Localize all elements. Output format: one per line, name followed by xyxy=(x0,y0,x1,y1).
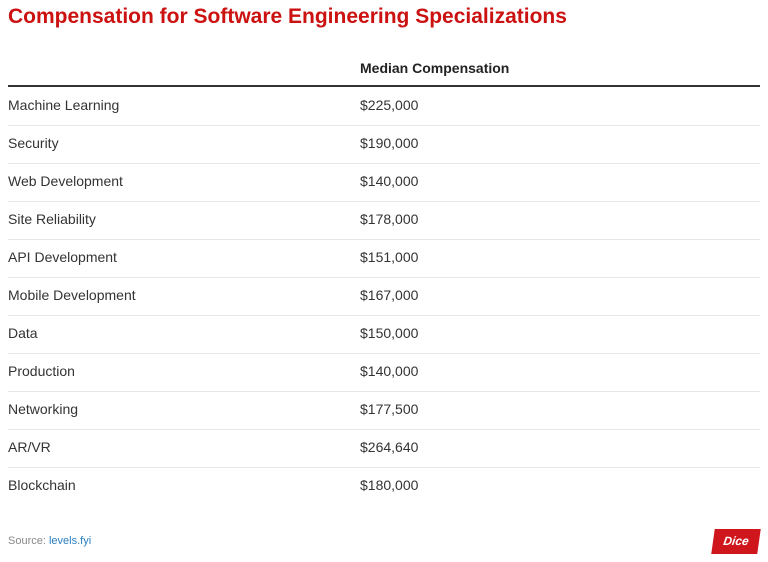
row-separator xyxy=(8,239,760,240)
row-separator xyxy=(8,429,760,430)
row-value: $177,500 xyxy=(360,401,419,417)
row-value: $151,000 xyxy=(360,249,419,265)
source: Source: levels.fyi xyxy=(8,535,91,547)
row-separator xyxy=(8,391,760,392)
row-value: $167,000 xyxy=(360,287,419,303)
row-separator xyxy=(8,277,760,278)
row-label: Production xyxy=(8,363,75,379)
row-separator xyxy=(8,125,760,126)
row-label: API Development xyxy=(8,249,117,265)
column-header: Median Compensation xyxy=(360,60,510,76)
row-separator xyxy=(8,353,760,354)
row-label: AR/VR xyxy=(8,439,51,455)
row-separator xyxy=(8,467,760,468)
row-label: Security xyxy=(8,135,59,151)
row-label: Site Reliability xyxy=(8,211,96,227)
title: Compensation for Software Engineering Sp… xyxy=(8,5,567,28)
row-value: $178,000 xyxy=(360,211,419,227)
source-label: Source: xyxy=(8,535,46,547)
row-label: Machine Learning xyxy=(8,97,120,113)
row-separator xyxy=(8,315,760,316)
header-rule xyxy=(8,85,760,87)
row-label: Data xyxy=(8,325,38,341)
row-separator xyxy=(8,201,760,202)
row-value: $264,640 xyxy=(360,439,419,455)
row-label: Networking xyxy=(8,401,79,417)
row-value: $140,000 xyxy=(360,173,419,189)
row-value: $140,000 xyxy=(360,363,419,379)
row-label: Blockchain xyxy=(8,477,76,493)
row-value: $190,000 xyxy=(360,135,419,151)
row-value: $180,000 xyxy=(360,477,419,493)
row-label: Mobile Development xyxy=(8,287,136,303)
row-value: $150,000 xyxy=(360,325,419,341)
logo: Dice xyxy=(711,529,761,554)
row-separator xyxy=(8,163,760,164)
row-value: $225,000 xyxy=(360,97,419,113)
row-label: Web Development xyxy=(8,173,123,189)
source-link[interactable]: levels.fyi xyxy=(48,535,92,547)
